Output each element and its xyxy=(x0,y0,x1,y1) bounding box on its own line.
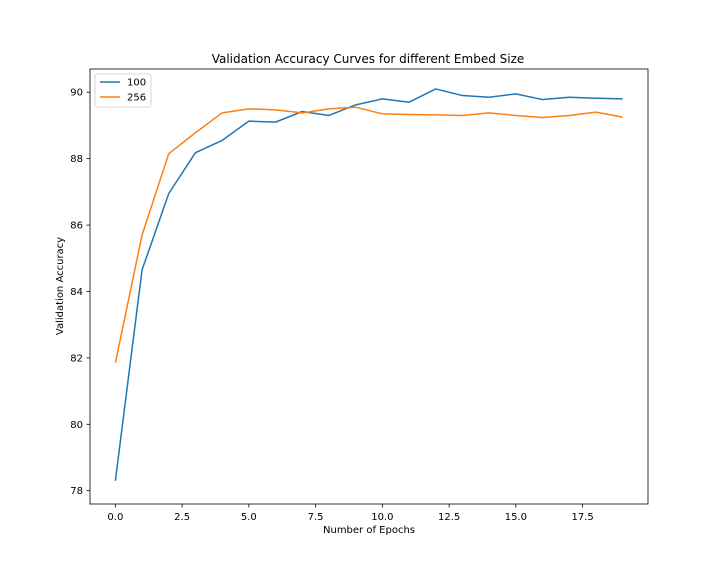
x-tick-label: 7.5 xyxy=(308,512,324,523)
plot-frame xyxy=(89,68,649,505)
y-axis-label: Validation Accuracy xyxy=(55,237,66,335)
y-tick-label: 84 xyxy=(70,287,83,298)
y-tick-label: 78 xyxy=(70,486,83,497)
series-layer xyxy=(114,88,623,481)
y-axis-ticks: 78 80 82 84 86 88 90 xyxy=(70,88,90,497)
x-tick-label: 15.0 xyxy=(505,512,527,523)
x-tick-label: 5.0 xyxy=(241,512,257,523)
x-axis-label: Number of Epochs xyxy=(323,525,415,536)
y-tick-label: 82 xyxy=(70,353,83,364)
legend-label-100: 100 xyxy=(127,78,146,89)
series-line-100 xyxy=(114,88,623,481)
y-tick-label: 88 xyxy=(70,154,83,165)
x-axis-ticks: 0.0 2.5 5.0 7.5 10.0 12.5 15.0 17.5 xyxy=(107,504,594,523)
x-tick-label: 0.0 xyxy=(107,512,123,523)
y-tick-label: 90 xyxy=(70,88,83,99)
series-line-256 xyxy=(114,106,623,364)
x-tick-label: 17.5 xyxy=(571,512,593,523)
legend-label-256: 256 xyxy=(127,93,146,104)
chart-title: Validation Accuracy Curves for different… xyxy=(212,52,525,66)
y-tick-label: 80 xyxy=(70,420,83,431)
x-tick-label: 2.5 xyxy=(174,512,190,523)
y-tick-label: 86 xyxy=(70,221,83,232)
x-tick-label: 10.0 xyxy=(371,512,393,523)
plot-area xyxy=(90,69,648,504)
x-tick-label: 12.5 xyxy=(438,512,460,523)
